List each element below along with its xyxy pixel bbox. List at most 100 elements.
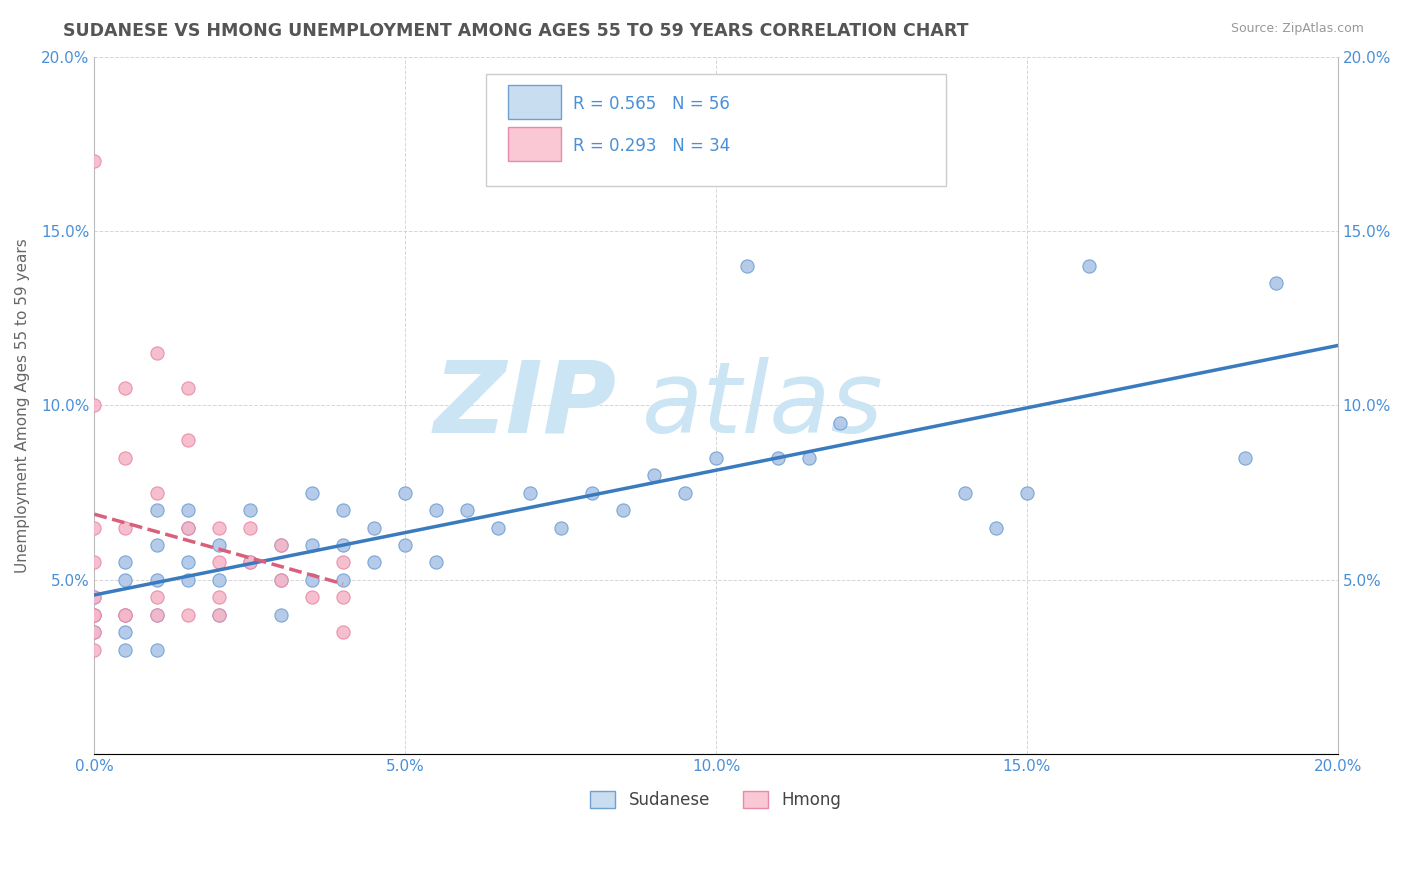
Point xyxy=(332,625,354,640)
Point xyxy=(208,538,231,552)
Point xyxy=(83,625,105,640)
Point xyxy=(176,520,198,534)
Point xyxy=(984,520,1007,534)
Point xyxy=(176,434,198,448)
Point xyxy=(301,573,323,587)
Y-axis label: Unemployment Among Ages 55 to 59 years: Unemployment Among Ages 55 to 59 years xyxy=(15,238,30,573)
Point xyxy=(145,642,167,657)
Point xyxy=(550,520,572,534)
Point xyxy=(270,538,292,552)
Point xyxy=(145,346,167,360)
Point xyxy=(270,573,292,587)
FancyBboxPatch shape xyxy=(486,74,946,186)
Point xyxy=(953,485,976,500)
Point xyxy=(83,607,105,622)
Point xyxy=(612,503,634,517)
Point xyxy=(145,607,167,622)
FancyBboxPatch shape xyxy=(509,86,561,120)
Point xyxy=(519,485,541,500)
Point xyxy=(114,573,136,587)
Point xyxy=(83,591,105,605)
Point xyxy=(208,573,231,587)
Point xyxy=(456,503,478,517)
Point xyxy=(1015,485,1038,500)
Point xyxy=(114,607,136,622)
Point xyxy=(425,503,447,517)
Point xyxy=(83,399,105,413)
Point xyxy=(270,538,292,552)
Text: R = 0.293   N = 34: R = 0.293 N = 34 xyxy=(574,137,730,155)
Point xyxy=(643,468,665,483)
Point xyxy=(332,573,354,587)
Point xyxy=(208,555,231,569)
Point xyxy=(176,607,198,622)
Point xyxy=(1264,277,1286,291)
Point xyxy=(239,555,262,569)
Point xyxy=(114,625,136,640)
Point xyxy=(145,503,167,517)
Point xyxy=(394,538,416,552)
Point xyxy=(673,485,696,500)
Point xyxy=(239,520,262,534)
Point xyxy=(208,607,231,622)
Point xyxy=(704,450,727,465)
Point xyxy=(332,555,354,569)
Point xyxy=(332,503,354,517)
Point xyxy=(114,607,136,622)
Point xyxy=(145,607,167,622)
Text: atlas: atlas xyxy=(641,357,883,454)
Point xyxy=(114,642,136,657)
Point xyxy=(145,573,167,587)
Point xyxy=(581,485,603,500)
Point xyxy=(114,520,136,534)
Point xyxy=(83,555,105,569)
Point xyxy=(83,154,105,169)
Point xyxy=(830,416,852,430)
Point xyxy=(83,607,105,622)
Point xyxy=(83,591,105,605)
Point xyxy=(145,485,167,500)
Point xyxy=(425,555,447,569)
Point xyxy=(332,538,354,552)
Legend: Sudanese, Hmong: Sudanese, Hmong xyxy=(583,784,848,815)
Point xyxy=(114,555,136,569)
Point xyxy=(145,591,167,605)
Point xyxy=(1078,259,1101,273)
Point xyxy=(239,503,262,517)
Point xyxy=(394,485,416,500)
Point xyxy=(363,555,385,569)
Point xyxy=(301,485,323,500)
Point xyxy=(114,607,136,622)
Point xyxy=(799,450,821,465)
Point xyxy=(301,591,323,605)
Point xyxy=(301,538,323,552)
Point xyxy=(1233,450,1256,465)
Point xyxy=(114,381,136,395)
Point xyxy=(768,450,790,465)
Point xyxy=(114,450,136,465)
Point xyxy=(176,555,198,569)
Text: SUDANESE VS HMONG UNEMPLOYMENT AMONG AGES 55 TO 59 YEARS CORRELATION CHART: SUDANESE VS HMONG UNEMPLOYMENT AMONG AGE… xyxy=(63,22,969,40)
Point xyxy=(176,520,198,534)
Point xyxy=(270,607,292,622)
Point xyxy=(488,520,510,534)
Point xyxy=(208,520,231,534)
Point xyxy=(83,607,105,622)
Point xyxy=(176,573,198,587)
Point xyxy=(176,381,198,395)
Point xyxy=(83,625,105,640)
Point xyxy=(145,538,167,552)
Text: ZIP: ZIP xyxy=(433,357,617,454)
Point xyxy=(332,591,354,605)
Point xyxy=(270,573,292,587)
Point xyxy=(208,591,231,605)
Point xyxy=(83,520,105,534)
Text: R = 0.565   N = 56: R = 0.565 N = 56 xyxy=(574,95,730,113)
Point xyxy=(208,607,231,622)
Point xyxy=(363,520,385,534)
Point xyxy=(176,503,198,517)
Point xyxy=(735,259,758,273)
FancyBboxPatch shape xyxy=(509,128,561,161)
Point xyxy=(239,555,262,569)
Text: Source: ZipAtlas.com: Source: ZipAtlas.com xyxy=(1230,22,1364,36)
